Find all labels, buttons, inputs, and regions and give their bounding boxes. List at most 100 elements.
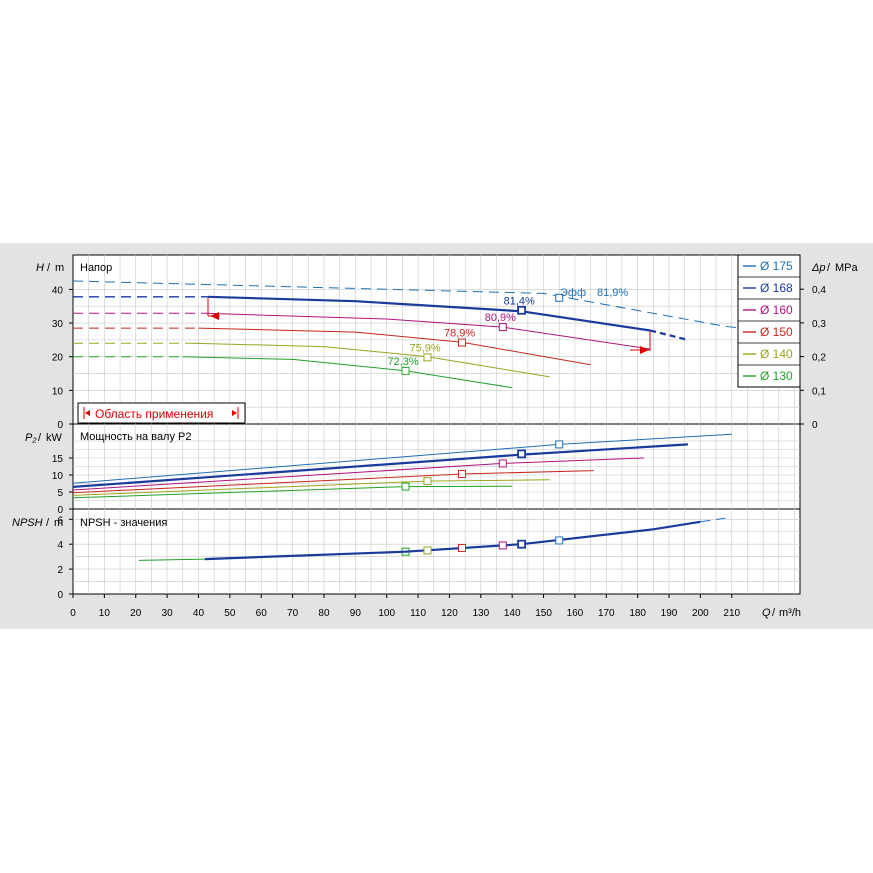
head-panel-title: Напор [80, 262, 112, 274]
curve-tail [649, 329, 689, 341]
x-tick-label: 80 [318, 608, 330, 619]
x-tick-label: 100 [378, 608, 395, 619]
x-tick-label: 190 [661, 608, 678, 619]
y-tick-label: 6 [57, 515, 63, 526]
power-ylabel-sym: P₂ [25, 432, 37, 444]
range-arrow-right-icon [232, 410, 237, 416]
legend-item: Ø 160 [760, 303, 793, 317]
eff-label-curve: 78,9% [444, 328, 475, 340]
x-tick-label: 40 [193, 608, 205, 619]
curve-solid [138, 558, 205, 561]
curve-solid [192, 342, 550, 378]
y-tick-label: 10 [52, 386, 64, 397]
y2-tick-label: 0 [812, 420, 818, 431]
bep-marker [423, 477, 432, 486]
bep-marker [498, 323, 507, 332]
bep-marker [457, 469, 466, 478]
y-tick-label: 0 [57, 420, 63, 431]
head-ylabel-unit: m [55, 262, 64, 274]
eff-label-curve: 81,4% [504, 295, 535, 307]
x-tick-label: 70 [287, 608, 299, 619]
y2-tick-label: 0,4 [812, 285, 826, 296]
power-panel-title: Мощность на валу P2 [80, 431, 192, 443]
y-tick-label: 4 [57, 540, 63, 551]
curve-solid [182, 356, 513, 389]
legend-item: Ø 130 [760, 369, 793, 383]
x-label-sep: / [772, 607, 776, 619]
head-ylabel-sep: / [47, 262, 51, 274]
legend-item: Ø 150 [760, 325, 793, 339]
curve-solid [204, 312, 651, 350]
x-tick-label: 180 [629, 608, 646, 619]
y-tick-label: 2 [57, 565, 63, 576]
y-tick-label: 5 [57, 488, 63, 499]
x-tick-label: 130 [472, 608, 489, 619]
x-tick-label: 0 [70, 608, 76, 619]
legend-item: Ø 140 [760, 347, 793, 361]
bep-marker [457, 543, 466, 552]
x-tick-label: 200 [692, 608, 709, 619]
npsh-ylabel-unit: m [54, 517, 63, 529]
bep-marker [517, 305, 526, 315]
dp-ylabel-sym: Δp [811, 262, 826, 274]
x-tick-label: 90 [350, 608, 362, 619]
application-range-label: Область применения [95, 407, 213, 421]
curve-solid [198, 327, 591, 366]
x-tick-label: 140 [504, 608, 521, 619]
x-tick-label: 160 [567, 608, 584, 619]
x-tick-label: 110 [410, 608, 426, 619]
x-tick-label: 10 [99, 608, 111, 619]
y2-tick-label: 0,1 [812, 386, 826, 397]
grid [73, 255, 800, 594]
eff-label: Эфф [560, 287, 586, 299]
x-tick-label: 170 [598, 608, 615, 619]
bep-marker [517, 539, 526, 549]
legend-item: Ø 168 [760, 281, 793, 295]
y-tick-label: 15 [52, 454, 64, 465]
bep-marker [555, 440, 564, 449]
dp-ylabel-unit: MPa [835, 262, 859, 274]
npsh-ylabel-sym: NPSH [12, 517, 43, 529]
bep-marker [517, 449, 526, 459]
x-label-unit: m³/h [779, 607, 801, 619]
bep-marker [423, 353, 432, 362]
eff-label-curve: 72,3% [388, 356, 419, 368]
bep-marker [401, 482, 410, 491]
x-tick-label: 150 [535, 608, 552, 619]
application-range-box [77, 402, 246, 424]
bep-marker [498, 541, 507, 550]
y-tick-label: 0 [57, 590, 63, 601]
npsh-ylabel-sep: / [46, 517, 50, 529]
bep-marker [498, 459, 507, 468]
range-marker-left-arrow-icon [210, 312, 219, 320]
curve-dashed [700, 517, 726, 523]
y-tick-label: 30 [52, 319, 64, 330]
legend-item: Ø 175 [760, 259, 793, 273]
bep-marker [423, 546, 432, 555]
eff-value-top: 81,9% [597, 287, 628, 299]
eff-label-curve: 75,9% [409, 342, 440, 354]
curves: 81,4% 80,9% 78,9% 75,9% 72,3% [72, 280, 779, 561]
curve-dashed [72, 280, 779, 333]
bep-marker [555, 293, 564, 302]
range-marker-right-arrow-icon [640, 346, 649, 354]
x-label-sym: Q [762, 607, 771, 619]
range-arrow-left-icon [85, 410, 90, 416]
npsh-panel-title: NPSH - значения [80, 517, 167, 529]
bep-marker [457, 338, 466, 347]
y2-tick-label: 0,2 [812, 353, 826, 364]
y-tick-label: 40 [52, 285, 64, 296]
y-tick-label: 20 [52, 353, 64, 364]
x-tick-label: 120 [441, 608, 458, 619]
x-tick-label: 50 [224, 608, 236, 619]
y-tick-label: 0 [57, 505, 63, 516]
x-tick-label: 60 [256, 608, 268, 619]
legend: Ø 175 Ø 168 Ø 160 Ø 150 Ø 140 Ø 130 [737, 254, 801, 388]
y-tick-label: 10 [52, 471, 64, 482]
dp-ylabel-sep: / [827, 262, 831, 274]
power-ylabel-sep: / [38, 432, 42, 444]
head-ylabel-sym: H [36, 262, 44, 274]
bep-marker [401, 366, 410, 375]
power-ylabel-unit: kW [46, 432, 63, 444]
